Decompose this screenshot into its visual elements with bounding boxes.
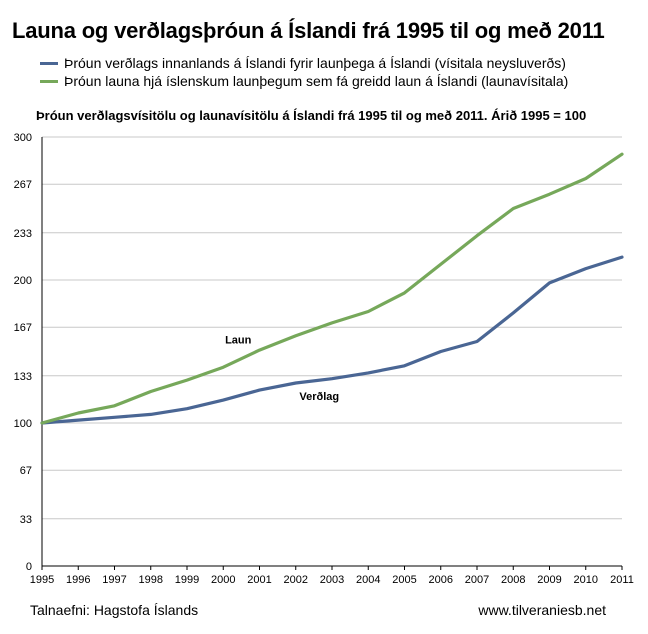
y-tick-label: 67 <box>20 465 32 477</box>
series-label-price: Verðlag <box>299 391 339 403</box>
x-tick-label: 2002 <box>284 574 308 586</box>
x-tick-label: 2003 <box>320 574 344 586</box>
x-tick-label: 1996 <box>66 574 90 586</box>
y-tick-label: 300 <box>14 132 32 144</box>
x-tick-label: 1995 <box>30 574 54 586</box>
y-tick-label: 233 <box>14 228 32 240</box>
x-tick-label: 1999 <box>175 574 199 586</box>
legend-swatch-wage <box>40 79 58 83</box>
y-tick-label: 200 <box>14 275 32 287</box>
x-tick-label: 2008 <box>501 574 525 586</box>
legend-item-wage: Þróun launa hjá íslenskum launþegum sem … <box>40 72 568 90</box>
website-note: www.tilveraniesb.net <box>478 602 606 618</box>
chart-title: Launa og verðlagsþróun á Íslandi frá 199… <box>12 18 605 43</box>
x-tick-label: 2004 <box>356 574 380 586</box>
legend-swatch-price <box>40 61 58 65</box>
legend-label-wage: Þróun launa hjá íslenskum launþegum sem … <box>64 73 569 89</box>
x-tick-label: 2000 <box>211 574 235 586</box>
x-tick-label: 1997 <box>102 574 126 586</box>
x-tick-label: 2011 <box>610 574 634 586</box>
x-tick-label: 2001 <box>247 574 271 586</box>
legend-label-price: Þróun verðlags innanlands á Íslandi fyri… <box>64 55 566 71</box>
line-chart: 0 33 67 100 133 167 200 233 267 300 1995 1996 1997 19… <box>14 132 634 586</box>
x-tick-label: 2009 <box>537 574 561 586</box>
x-tick-label: 1998 <box>139 574 163 586</box>
y-tick-label: 267 <box>14 179 32 191</box>
legend: Þróun verðlags innanlands á Íslandi fyri… <box>40 54 568 90</box>
series-line-price <box>40 255 624 425</box>
x-tick-label: 2007 <box>465 574 489 586</box>
y-tick-label: 100 <box>14 418 32 430</box>
source-note: Talnaefni: Hagstofa Íslands <box>30 602 199 618</box>
y-tick-label: 133 <box>14 371 32 383</box>
x-tick-label: 2010 <box>574 574 598 586</box>
legend-item-price: Þróun verðlags innanlands á Íslandi fyri… <box>40 54 568 72</box>
series-line-wage <box>40 152 624 425</box>
y-tick-label: 167 <box>14 322 32 334</box>
x-tick-label: 2005 <box>392 574 416 586</box>
y-tick-label: 33 <box>20 514 32 526</box>
chart-subtitle: Þróun verðlagsvísitölu og launavísitölu … <box>36 108 587 123</box>
x-tick-label: 2006 <box>429 574 453 586</box>
y-tick-label: 0 <box>26 561 32 573</box>
series-label-wage: Laun <box>225 335 252 347</box>
